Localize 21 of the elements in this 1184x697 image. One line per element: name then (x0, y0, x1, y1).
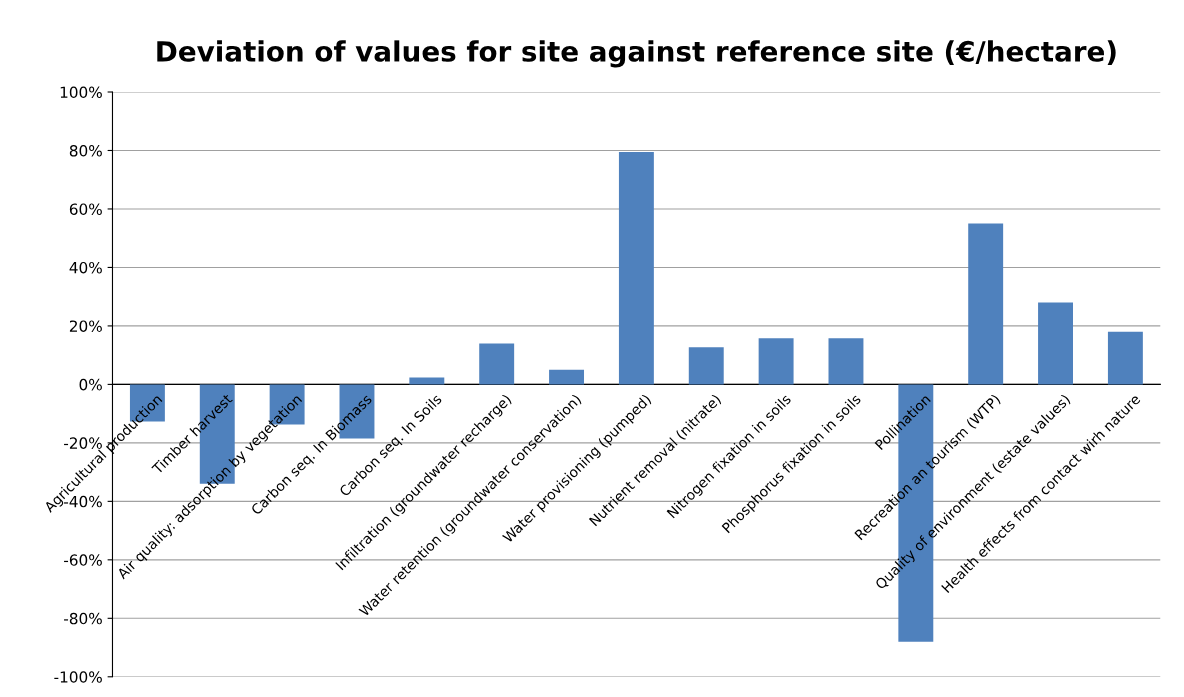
bar (758, 338, 794, 385)
y-tick-label: 80% (69, 144, 102, 157)
bar (1107, 331, 1143, 385)
y-tick-label: -100% (54, 671, 102, 683)
y-tick-label: -80% (64, 612, 102, 625)
y-tick-label: 20% (69, 320, 102, 332)
y-tick-label: -20% (64, 437, 102, 449)
bar (479, 343, 515, 385)
bar (409, 377, 445, 385)
bar (549, 369, 585, 385)
y-tick-label: 100% (60, 86, 102, 99)
chart-title: Deviation of values for site against reference site (€/hectare) (157, 40, 1116, 68)
bar (828, 338, 864, 385)
y-tick-label: 40% (69, 261, 102, 274)
y-tick-label: 60% (69, 203, 102, 215)
bar (968, 223, 1004, 385)
y-tick-label: -60% (64, 554, 102, 566)
bar (618, 151, 654, 385)
y-tick-label: 0% (79, 378, 102, 391)
bar (688, 347, 724, 385)
bar (1038, 302, 1073, 385)
